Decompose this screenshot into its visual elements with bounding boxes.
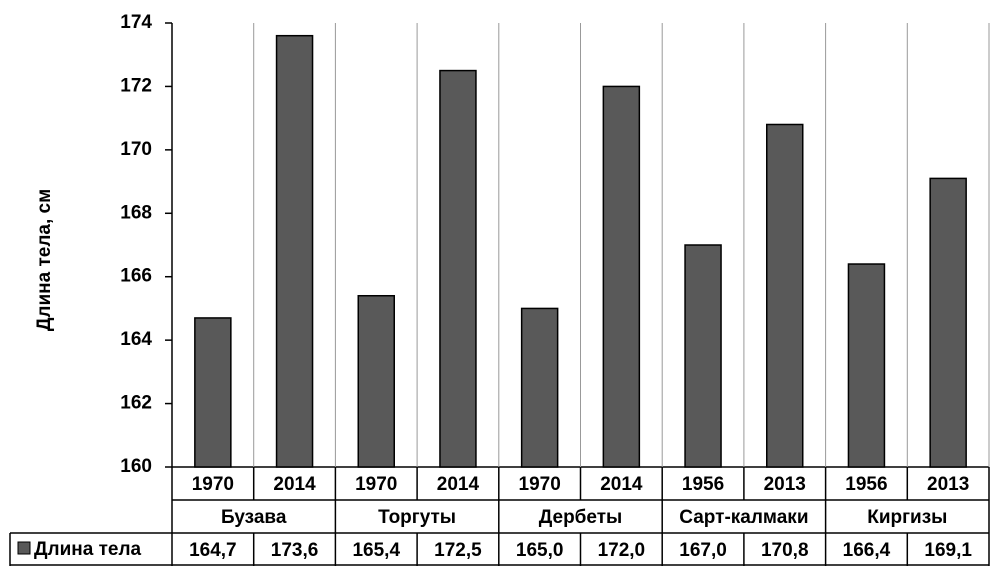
- bar: [520, 307, 559, 468]
- x-tick-label: 1970: [192, 474, 234, 495]
- data-table-value: 164,7: [189, 540, 237, 561]
- bar: [847, 263, 886, 468]
- bar: [194, 317, 232, 468]
- legend-label: Длина тела: [34, 539, 142, 560]
- data-table-value: 172,5: [434, 540, 482, 561]
- y-tick-label: 164: [120, 329, 152, 350]
- data-table-value: 173,6: [271, 540, 319, 561]
- data-table-value: 172,0: [598, 540, 646, 561]
- data-table-value: 165,4: [352, 540, 400, 561]
- y-tick-label: 170: [120, 139, 152, 160]
- x-tick-label: 2014: [600, 474, 643, 495]
- y-axis-label: Длина тела, см: [34, 189, 55, 331]
- y-tick-label: 162: [120, 393, 152, 414]
- legend-swatch: [17, 541, 31, 555]
- x-tick-label: 2013: [764, 474, 806, 495]
- y-tick-label: 172: [120, 75, 152, 96]
- bar: [602, 85, 641, 468]
- x-tick-label: 1970: [355, 474, 397, 495]
- y-tick-label: 174: [120, 12, 152, 33]
- x-tick-label: 2014: [273, 474, 316, 495]
- group-label: Бузава: [221, 507, 287, 528]
- y-tick-label: 160: [120, 456, 152, 477]
- group-label: Торгуты: [378, 507, 456, 528]
- data-table-value: 167,0: [679, 540, 727, 561]
- data-table-value: 166,4: [843, 540, 891, 561]
- group-label: Киргизы: [867, 507, 947, 528]
- data-table-value: 170,8: [761, 540, 809, 561]
- bar: [766, 123, 804, 468]
- bar: [439, 69, 477, 468]
- group-label: Сарт-калмаки: [679, 507, 808, 528]
- x-tick-label: 1956: [845, 474, 887, 495]
- x-tick-label: 1970: [519, 474, 561, 495]
- group-label: Дербеты: [539, 507, 623, 528]
- data-table-value: 165,0: [516, 540, 564, 561]
- y-tick-label: 166: [120, 266, 152, 287]
- bar: [275, 34, 314, 468]
- data-table-value: 169,1: [924, 540, 972, 561]
- bar: [357, 294, 395, 468]
- bar: [684, 244, 722, 468]
- x-tick-label: 2014: [437, 474, 480, 495]
- x-tick-label: 2013: [927, 474, 969, 495]
- y-tick-label: 168: [120, 202, 152, 223]
- bar: [929, 177, 967, 468]
- x-tick-label: 1956: [682, 474, 724, 495]
